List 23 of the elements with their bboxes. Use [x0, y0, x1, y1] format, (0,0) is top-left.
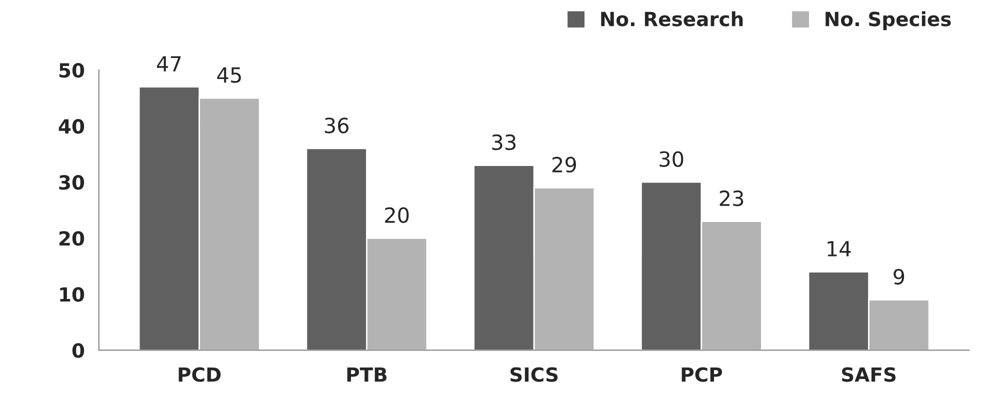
x-tick-label: SAFS — [842, 367, 896, 382]
x-tick-label: PCP — [682, 367, 722, 382]
y-tick-label: 30 — [59, 175, 84, 190]
legend-label: No. Species — [826, 11, 951, 30]
data-label: 29 — [552, 156, 576, 173]
y-tick-label: 0 — [72, 343, 84, 358]
data-label: 45 — [217, 67, 241, 83]
x-tick-label: PTB — [347, 367, 386, 382]
data-label: 23 — [720, 190, 744, 206]
data-label: 9 — [894, 268, 904, 285]
data-label: 47 — [156, 56, 181, 72]
data-label: 33 — [492, 134, 516, 150]
y-tick-label: 20 — [59, 231, 84, 246]
y-tick-label: 50 — [59, 62, 84, 78]
data-label: 36 — [324, 118, 349, 134]
y-tick-label: 10 — [60, 287, 84, 302]
data-label: 20 — [385, 207, 409, 223]
legend-label: No. Research — [601, 11, 743, 26]
y-tick-label: 40 — [58, 119, 84, 134]
data-label: 30 — [660, 151, 684, 167]
x-tick-label: PCD — [178, 367, 221, 382]
x-tick-label: SICS — [510, 367, 558, 382]
data-label: 14 — [828, 241, 851, 256]
